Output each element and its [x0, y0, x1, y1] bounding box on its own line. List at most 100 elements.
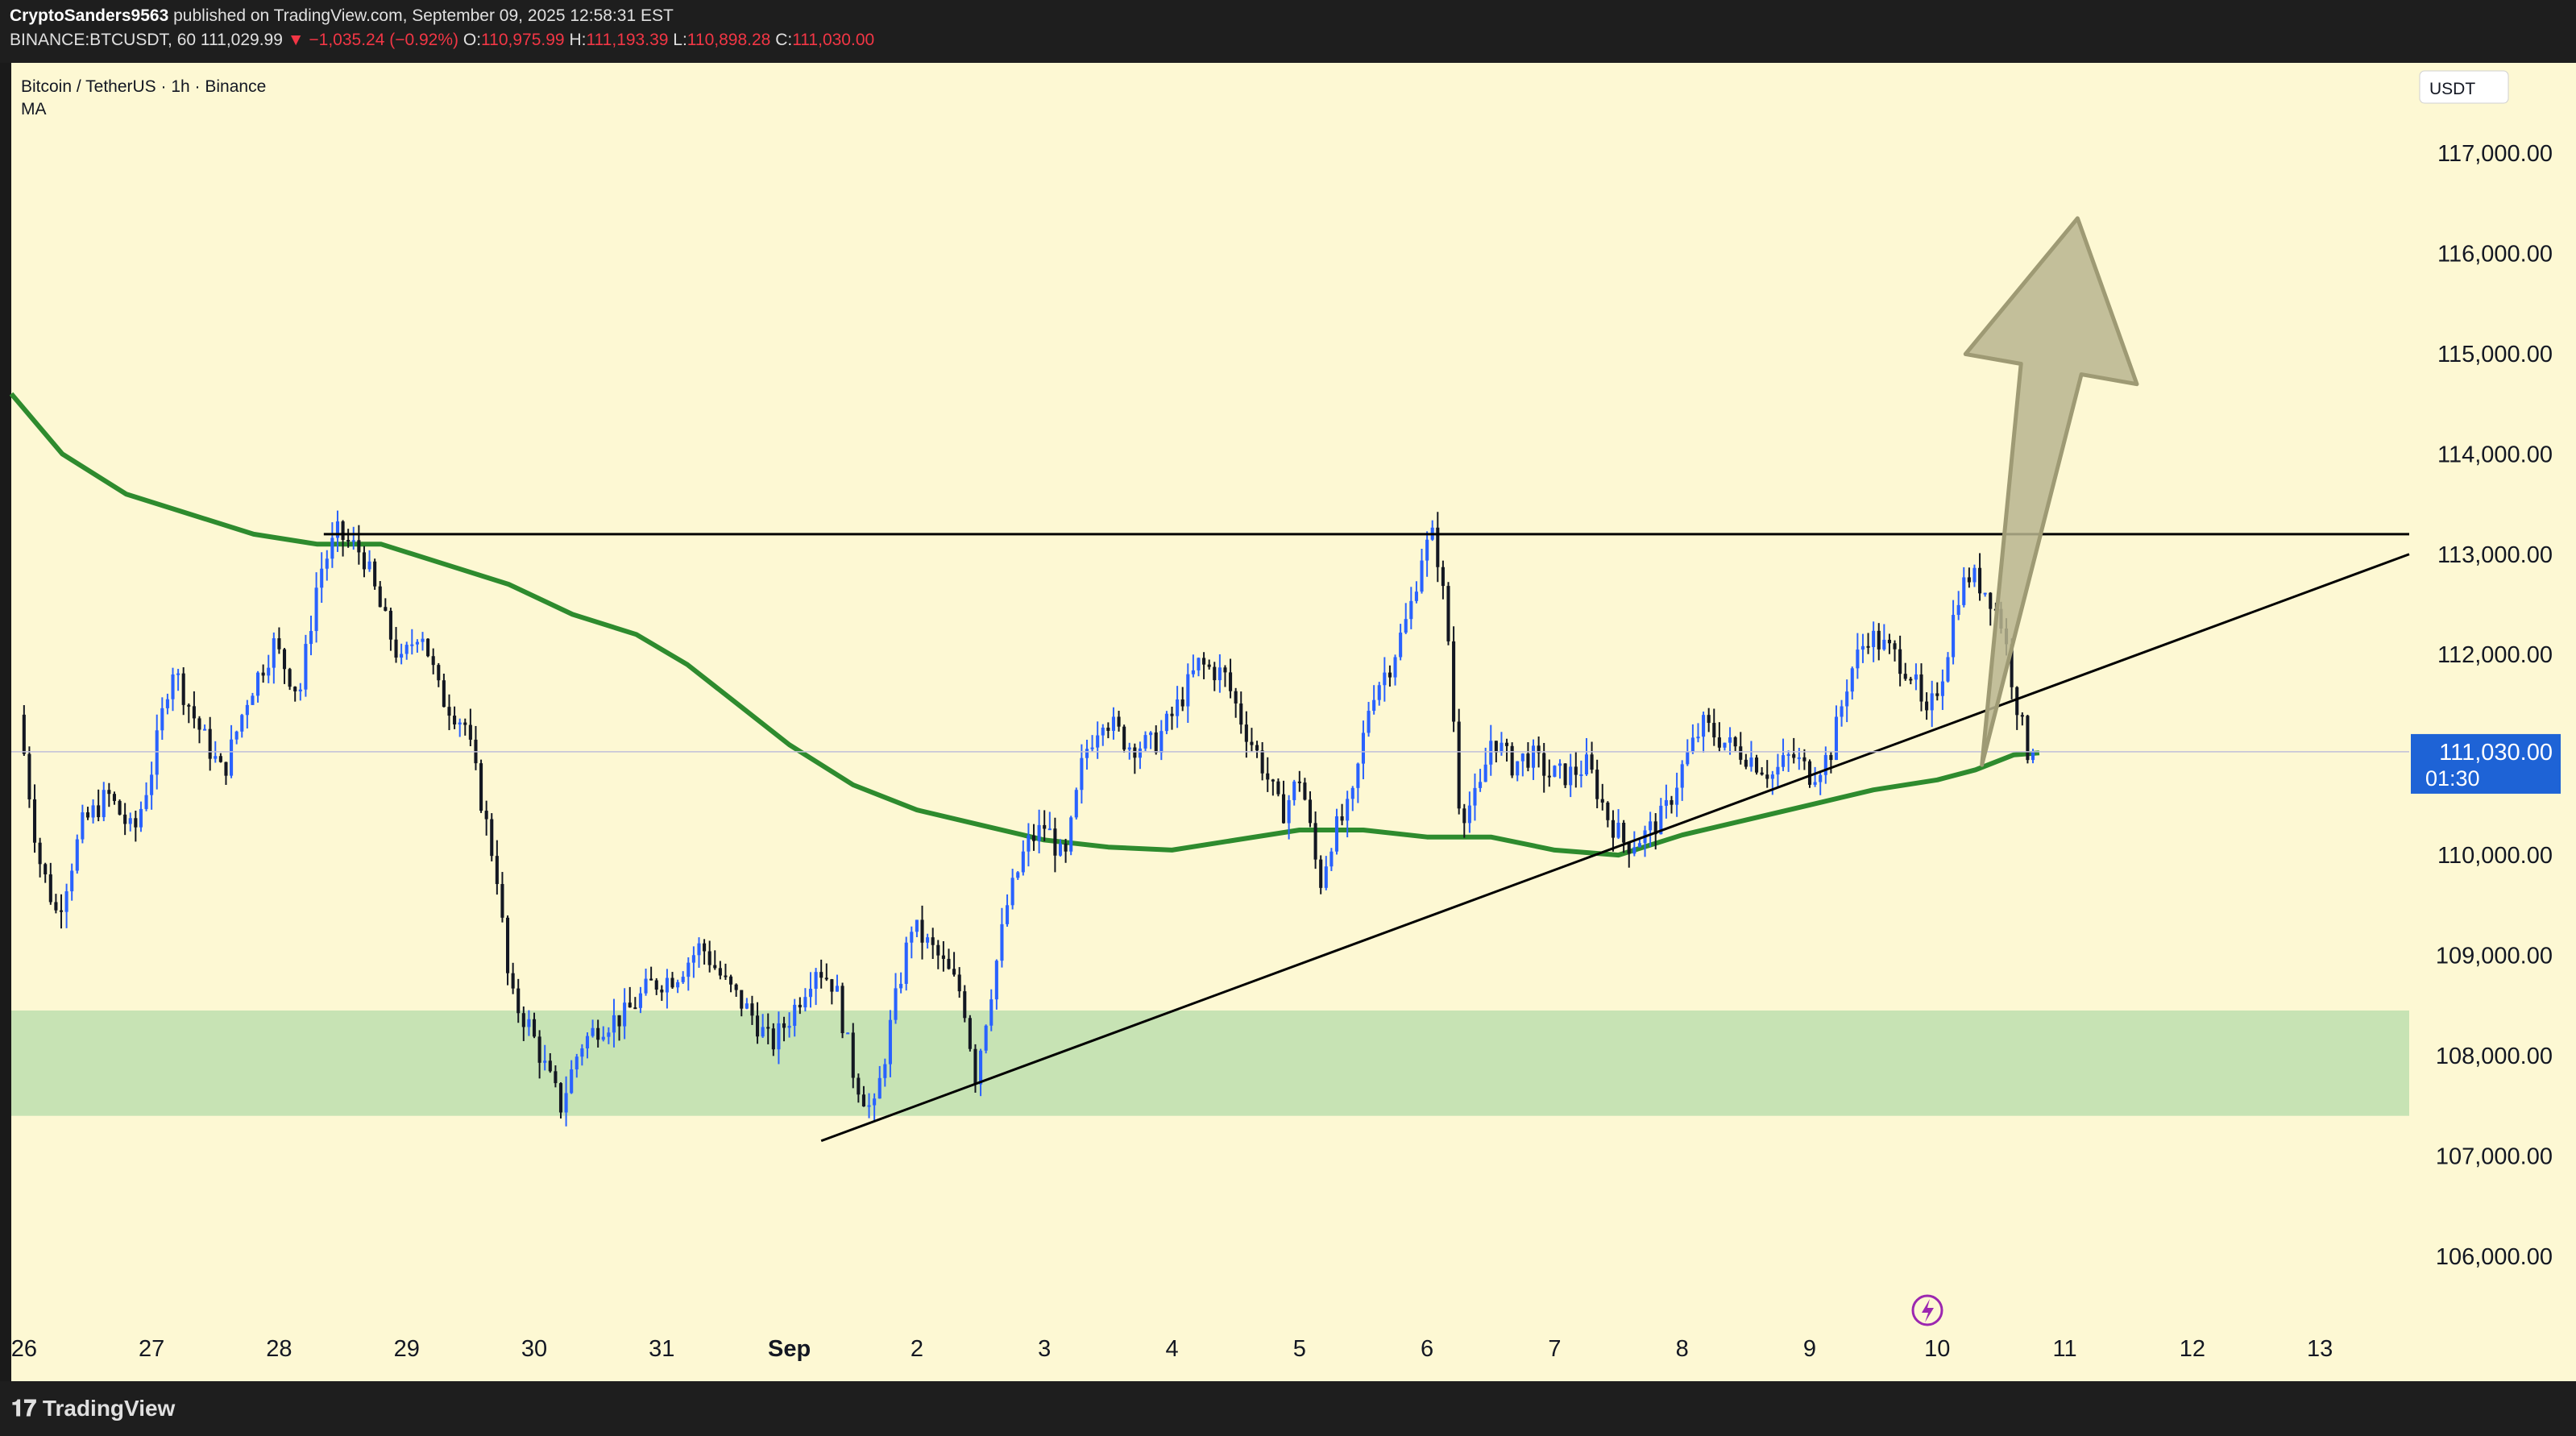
candle[interactable]: [453, 706, 457, 729]
candle[interactable]: [1627, 841, 1631, 868]
candle[interactable]: [362, 546, 367, 578]
candle[interactable]: [1058, 839, 1063, 857]
candle[interactable]: [894, 973, 898, 1024]
candle[interactable]: [320, 552, 324, 604]
candle[interactable]: [1547, 759, 1551, 787]
candle[interactable]: [543, 1044, 547, 1071]
candle[interactable]: [1887, 633, 1891, 654]
candle[interactable]: [1420, 548, 1424, 594]
candle[interactable]: [761, 1014, 765, 1038]
candle[interactable]: [1281, 780, 1286, 824]
candle[interactable]: [181, 667, 185, 716]
candle[interactable]: [1866, 633, 1870, 654]
candle[interactable]: [633, 997, 637, 1010]
candle[interactable]: [824, 963, 828, 982]
candle[interactable]: [1584, 737, 1589, 776]
candle[interactable]: [1154, 725, 1158, 755]
candle[interactable]: [1807, 759, 1812, 788]
candle[interactable]: [1027, 823, 1031, 867]
candle[interactable]: [638, 986, 642, 1014]
candle[interactable]: [537, 1030, 541, 1079]
candle[interactable]: [1170, 706, 1174, 730]
candle[interactable]: [994, 959, 998, 1010]
candle[interactable]: [1250, 728, 1254, 753]
candle[interactable]: [936, 940, 940, 969]
candle[interactable]: [521, 1006, 525, 1041]
candle[interactable]: [861, 1085, 866, 1107]
candle[interactable]: [458, 718, 462, 737]
candle[interactable]: [707, 940, 711, 973]
candle[interactable]: [1377, 682, 1381, 706]
candle[interactable]: [1590, 741, 1594, 774]
candle[interactable]: [1414, 581, 1418, 604]
candle[interactable]: [1882, 624, 1886, 651]
candle[interactable]: [1213, 662, 1217, 691]
support-zone[interactable]: [11, 1011, 2409, 1116]
candle[interactable]: [2031, 749, 2035, 764]
candle[interactable]: [755, 1002, 760, 1044]
candle[interactable]: [1860, 633, 1865, 663]
candle[interactable]: [1649, 811, 1653, 847]
candle[interactable]: [1186, 663, 1190, 724]
candle[interactable]: [1350, 786, 1354, 811]
candle[interactable]: [32, 784, 37, 853]
candle[interactable]: [1197, 657, 1201, 677]
candle[interactable]: [505, 915, 510, 986]
chart-area[interactable]: 106,000.00 107,000.00 108,000.00 109,000.00…: [0, 63, 2576, 1381]
candle[interactable]: [421, 632, 425, 651]
candle[interactable]: [1781, 738, 1786, 772]
candle[interactable]: [341, 520, 345, 557]
candle[interactable]: [1829, 752, 1833, 774]
candle[interactable]: [1872, 621, 1876, 662]
candle[interactable]: [952, 952, 956, 977]
candle[interactable]: [1106, 722, 1110, 739]
candle[interactable]: [1776, 753, 1780, 787]
candle[interactable]: [251, 692, 255, 705]
candle[interactable]: [782, 1016, 786, 1042]
candle[interactable]: [1446, 582, 1450, 645]
candle[interactable]: [1983, 592, 1987, 597]
candle[interactable]: [926, 933, 930, 949]
candle[interactable]: [697, 937, 701, 968]
candle[interactable]: [941, 940, 945, 972]
candle[interactable]: [1180, 687, 1184, 712]
candle[interactable]: [580, 1044, 584, 1066]
candle[interactable]: [267, 654, 271, 683]
candle[interactable]: [1903, 662, 1907, 681]
candle[interactable]: [27, 746, 31, 808]
candle[interactable]: [437, 662, 441, 687]
candle[interactable]: [1616, 809, 1620, 840]
candle[interactable]: [1005, 894, 1010, 927]
candle[interactable]: [558, 1082, 563, 1119]
candle[interactable]: [335, 510, 340, 552]
candle[interactable]: [840, 982, 844, 1039]
candle[interactable]: [1553, 765, 1557, 778]
candle[interactable]: [2015, 686, 2019, 730]
candle[interactable]: [1334, 808, 1339, 855]
candle[interactable]: [1016, 870, 1020, 880]
candle[interactable]: [1877, 623, 1881, 661]
candle[interactable]: [1946, 652, 1950, 683]
candle[interactable]: [793, 998, 797, 1037]
candle[interactable]: [1361, 720, 1366, 780]
candle[interactable]: [1409, 587, 1413, 629]
candle[interactable]: [490, 813, 494, 861]
candle[interactable]: [1313, 811, 1317, 869]
candle[interactable]: [1690, 724, 1695, 754]
candle[interactable]: [1090, 735, 1094, 752]
candle[interactable]: [1723, 742, 1727, 751]
candle[interactable]: [1834, 705, 1839, 761]
candle[interactable]: [814, 968, 818, 1006]
candle[interactable]: [1707, 708, 1711, 733]
candle[interactable]: [777, 1011, 781, 1065]
candle[interactable]: [288, 667, 292, 691]
candle[interactable]: [1346, 791, 1350, 838]
candle[interactable]: [835, 974, 840, 992]
candle[interactable]: [1686, 739, 1690, 766]
candle[interactable]: [255, 670, 260, 703]
candle[interactable]: [1031, 824, 1036, 851]
candle[interactable]: [1441, 560, 1445, 600]
candle[interactable]: [261, 664, 265, 683]
candle[interactable]: [1770, 770, 1774, 795]
candle[interactable]: [1956, 591, 1960, 620]
